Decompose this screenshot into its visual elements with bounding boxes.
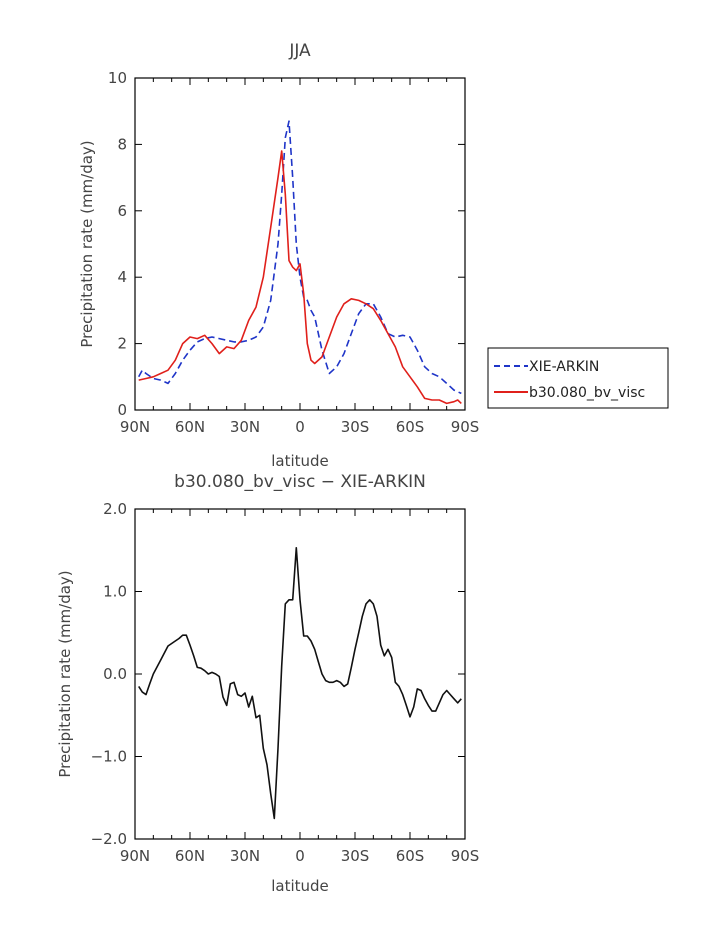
bottom-x-tick-label: 30N	[230, 847, 260, 865]
bottom-y-tick-label: 1.0	[103, 583, 127, 601]
legend-label-b30: b30.080_bv_visc	[529, 385, 645, 401]
top-series	[137, 120, 462, 405]
legend: XIE-ARKIN b30.080_bv_visc	[487, 347, 669, 409]
bottom-series-line-0	[138, 546, 462, 820]
bottom-plot-frame	[134, 508, 466, 840]
bottom-y-axis-label: Precipitation rate (mm/day)	[56, 570, 74, 777]
top-y-axis-label: Precipitation rate (mm/day)	[78, 140, 96, 347]
top-x-tick-label: 60S	[396, 418, 425, 436]
top-x-tick-label: 60N	[175, 418, 205, 436]
top-series-line-1	[138, 150, 462, 405]
top-x-tick-label: 90S	[451, 418, 480, 436]
bottom-y-tick-label: −2.0	[91, 830, 127, 848]
top-y-tick-label: 0	[117, 401, 127, 419]
bottom-y-tick-label: 0.0	[103, 665, 127, 683]
bottom-x-axis-label: latitude	[271, 877, 329, 895]
bottom-x-tick-label: 60N	[175, 847, 205, 865]
top-y-tick-label: 6	[117, 202, 127, 220]
top-y-tick-label: 10	[108, 69, 127, 87]
bottom-y-tick-label: 2.0	[103, 500, 127, 518]
bottom-ticks: 90N 60N 30N 0 30S 60S 90S −2.0 −1.0 0.0 1.0 2.0	[91, 500, 480, 865]
legend-box	[487, 347, 669, 409]
top-series-line-0	[137, 120, 462, 395]
bottom-y-tick-label: −1.0	[91, 748, 127, 766]
top-chart-title: JJA	[288, 41, 311, 61]
top-x-axis-label: latitude	[271, 452, 329, 470]
bottom-x-tick-label: 0	[295, 847, 305, 865]
bottom-x-tick-label: 30S	[341, 847, 370, 865]
bottom-chart-title: b30.080_bv_visc − XIE-ARKIN	[174, 472, 426, 492]
top-x-tick-label: 30N	[230, 418, 260, 436]
top-ticks: 90N 60N 30N 0 30S 60S 90S 0 2 4 6 8 10	[108, 69, 479, 436]
bottom-x-tick-label: 90S	[451, 847, 480, 865]
top-x-tick-label: 30S	[341, 418, 370, 436]
bottom-panel: b30.080_bv_visc − XIE-ARKIN 90N 60N 30N 0 30…	[56, 472, 479, 895]
bottom-x-tick-label: 60S	[396, 847, 425, 865]
bottom-series	[138, 546, 462, 820]
legend-label-xie-arkin: XIE-ARKIN	[529, 359, 599, 375]
top-y-tick-label: 4	[117, 268, 127, 286]
top-x-tick-label: 0	[295, 418, 305, 436]
bottom-x-tick-label: 90N	[120, 847, 150, 865]
top-y-tick-label: 2	[117, 335, 127, 353]
top-y-tick-label: 8	[117, 135, 127, 153]
top-plot-frame	[134, 77, 466, 411]
top-x-tick-label: 90N	[120, 418, 150, 436]
